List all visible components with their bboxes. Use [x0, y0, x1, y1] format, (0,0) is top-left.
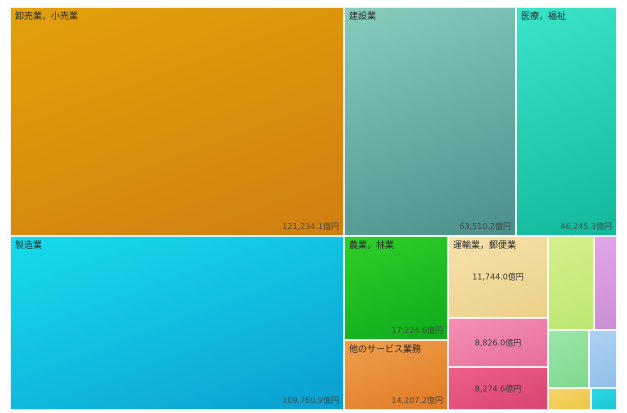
- treemap-tile-label: 他のサービス業務: [349, 345, 422, 355]
- treemap-tile: [548, 236, 594, 330]
- treemap-tile-value: 8,274.6億円: [474, 384, 522, 393]
- treemap-tile-value: 63,510.2億円: [459, 222, 511, 232]
- treemap-tile-label: 卸売業，小売業: [15, 12, 79, 22]
- treemap-tile-value: 121,234.1億円: [282, 222, 339, 232]
- treemap-tile-value: 11,744.0億円: [472, 272, 524, 282]
- treemap-tile: [548, 330, 589, 388]
- treemap-tile-label: 建設業: [349, 12, 377, 22]
- treemap-tile-label: 農業，林業: [349, 241, 395, 251]
- treemap-tile: 運輸業，郵便業 11,744.0億円: [448, 236, 548, 318]
- treemap-tile-value: 17,224.6億円: [391, 326, 443, 336]
- treemap-tile: 医療，福祉 46,245.3億円: [516, 7, 617, 236]
- treemap-tile: [548, 388, 591, 410]
- treemap-tile: 卸売業，小売業 121,234.1億円: [10, 7, 344, 236]
- treemap-tile-label: 製造業: [15, 241, 43, 251]
- treemap-tile: [591, 388, 617, 410]
- treemap-tile-label: 医療，福祉: [521, 12, 567, 22]
- treemap-tile: 8,274.6億円: [448, 367, 548, 410]
- treemap-tile-label: 運輸業，郵便業: [453, 241, 517, 251]
- treemap-tile: [594, 236, 617, 330]
- treemap-tile: 建設業 63,510.2億円: [344, 7, 516, 236]
- treemap-tile: 8,826.0億円: [448, 318, 548, 367]
- treemap-tile-value: 14,207.2億円: [391, 396, 443, 406]
- treemap-tile-value: 8,826.0億円: [474, 338, 522, 347]
- treemap-tile-value: 46,245.3億円: [560, 222, 612, 232]
- treemap-tile: [589, 330, 617, 388]
- treemap-tile: 農業，林業 17,224.6億円: [344, 236, 448, 340]
- treemap-tile: 製造業 109,760.9億円: [10, 236, 344, 410]
- treemap-tile-value: 109,760.9億円: [282, 396, 339, 406]
- treemap-tile: 他のサービス業務 14,207.2億円: [344, 340, 448, 410]
